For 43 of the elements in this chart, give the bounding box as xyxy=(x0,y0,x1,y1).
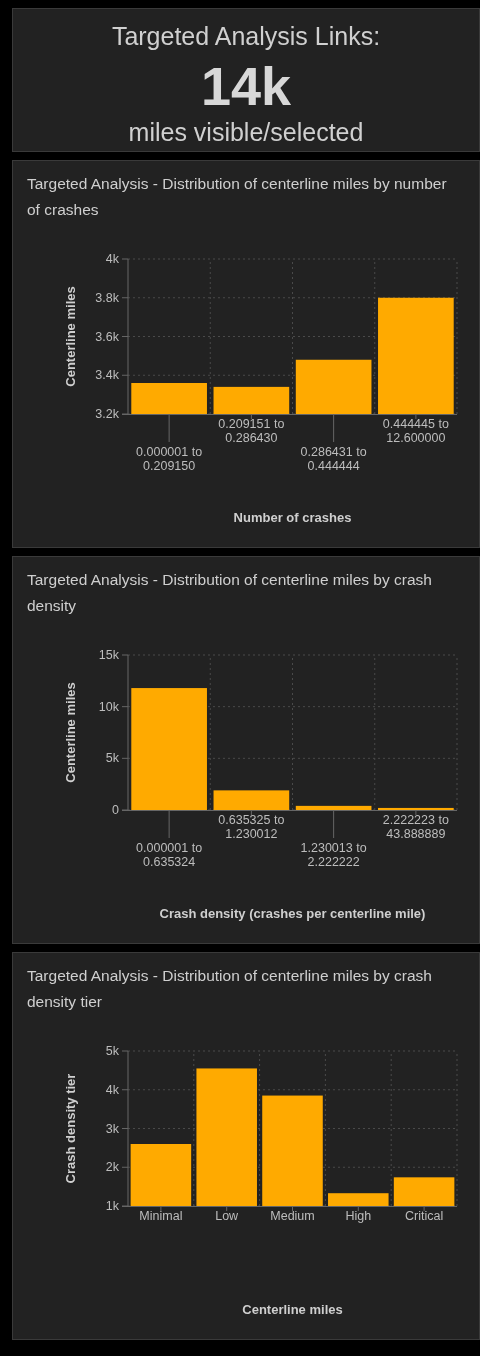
y-tick-label: 3.6k xyxy=(95,329,120,344)
x-tick-label: 0.209151 to 0.286430 xyxy=(218,417,285,445)
y-tick-label: 3k xyxy=(105,1121,120,1136)
y-tick-label: 0 xyxy=(112,803,120,817)
text: miles visible/selected xyxy=(128,118,364,146)
x-tick-label: Medium xyxy=(270,1209,315,1223)
y-axis-title: Crash density tier xyxy=(63,1073,78,1184)
bar xyxy=(378,807,454,810)
x-tick-label: Critical xyxy=(405,1209,444,1223)
y-tick-label: 4k xyxy=(105,252,120,266)
y-tick-label: 10k xyxy=(98,699,120,714)
bar xyxy=(131,688,207,810)
y-axis-title: Centerline miles xyxy=(63,682,78,783)
text: 14k xyxy=(200,56,293,116)
y-axis-title: Centerline miles xyxy=(63,286,78,387)
chart-title: Targeted Analysis - Distribution of centerline miles by number of crashes xyxy=(27,175,447,218)
y-tick-label: 3.2k xyxy=(95,407,120,421)
x-tick-label: 2.222223 to 43.888889 xyxy=(382,813,449,841)
text: Targeted Analysis Links: xyxy=(111,22,381,50)
x-tick-label: Minimal xyxy=(139,1209,183,1223)
y-tick-label: 2k xyxy=(105,1160,120,1175)
y-tick-label: 15k xyxy=(98,648,120,662)
x-tick-label: High xyxy=(345,1209,372,1223)
y-tick-label: 3.8k xyxy=(95,290,120,305)
x-tick-label: Low xyxy=(215,1209,240,1223)
x-axis-title: Centerline miles xyxy=(242,1302,343,1317)
x-tick-label: 1.230013 to 2.222222 xyxy=(300,841,367,869)
x-tick-label: 0.000001 to 0.209150 xyxy=(136,445,203,473)
y-tick-label: 1k xyxy=(105,1199,120,1213)
bar xyxy=(213,790,290,810)
y-tick-label: 4k xyxy=(105,1082,120,1097)
x-tick-label: 0.635325 to 1.230012 xyxy=(218,813,285,841)
x-axis-title: Number of crashes xyxy=(233,510,352,525)
y-tick-label: 3.4k xyxy=(95,368,120,383)
y-tick-label: 5k xyxy=(105,1044,120,1058)
x-tick-label: 0.000001 to 0.635324 xyxy=(136,841,203,869)
y-tick-label: 5k xyxy=(105,751,120,766)
bar xyxy=(295,805,372,810)
x-tick-label: 0.286431 to 0.444444 xyxy=(300,445,367,473)
chart-title: Targeted Analysis - Distribution of centerline miles by crash density tier xyxy=(27,967,432,1010)
x-axis-title: Crash density (crashes per centerline mile) xyxy=(159,906,426,921)
chart-title: Targeted Analysis - Distribution of centerline miles by crash density xyxy=(27,571,432,614)
x-tick-label: 0.444445 to 12.600000 xyxy=(382,417,449,445)
